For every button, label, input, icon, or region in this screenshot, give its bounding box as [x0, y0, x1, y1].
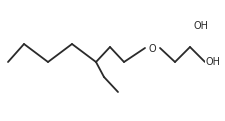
Text: OH: OH — [193, 21, 208, 31]
Text: OH: OH — [206, 57, 221, 67]
Text: O: O — [148, 44, 156, 54]
